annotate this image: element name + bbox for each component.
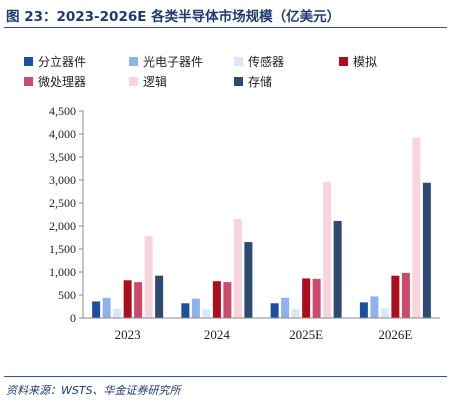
title-divider	[4, 27, 447, 28]
legend-swatch-5	[129, 77, 138, 86]
legend-label-6: 存储	[248, 75, 273, 89]
bar-2-3	[302, 278, 311, 318]
axes-layer: 0 500 1,000 1,500 2,000 2,500 3,000 3,500 4,000 4…	[49, 104, 440, 342]
legend-label-4: 微处理器	[38, 75, 87, 89]
x-tick-label-0: 2023	[115, 327, 141, 342]
bar-3-0	[359, 302, 368, 318]
legend-swatch-6	[234, 77, 243, 86]
bar-2-0	[270, 303, 279, 318]
y-tick-label-7: 3,500	[49, 150, 76, 164]
bar-2-4	[312, 278, 321, 318]
bar-0-4	[134, 282, 143, 318]
legend-swatch-3	[339, 57, 348, 66]
bar-1-1	[191, 298, 200, 318]
y-tick-label-3: 1,500	[49, 242, 76, 256]
chart-title: 图 23：2023-2026E 各类半导体市场规模（亿美元）	[6, 9, 341, 25]
bar-1-6	[244, 242, 253, 318]
x-tick-label-1: 2024	[204, 327, 231, 342]
bar-2-2	[291, 308, 300, 318]
y-tick-label-4: 2,000	[49, 219, 76, 233]
bar-0-5	[144, 236, 153, 318]
legend-label-5: 逻辑	[143, 75, 168, 89]
legend-swatch-4	[24, 77, 33, 86]
bar-2-1	[281, 297, 290, 318]
bar-3-1	[370, 296, 379, 318]
bar-1-4	[223, 282, 232, 318]
y-tick-label-6: 3,000	[49, 173, 76, 187]
bar-0-6	[155, 275, 164, 318]
bar-0-2	[113, 308, 122, 318]
source-note: 资料来源：WSTS、华金证券研究所	[6, 384, 181, 397]
bar-2-6	[333, 220, 342, 318]
x-tick-label-3: 2026E	[378, 327, 412, 342]
bars-layer	[92, 137, 431, 318]
bar-0-0	[92, 301, 101, 318]
bar-3-4	[401, 272, 410, 318]
legend-label-2: 传感器	[248, 55, 285, 69]
footer-divider	[4, 376, 447, 377]
bar-2-5	[323, 181, 332, 318]
legend-label-0: 分立器件	[38, 55, 87, 69]
bar-1-5	[233, 219, 242, 318]
y-tick-label-8: 4,000	[49, 127, 76, 141]
legend-label-1: 光电子器件	[143, 55, 204, 69]
legend-swatch-1	[129, 57, 138, 66]
bar-3-2	[380, 308, 389, 318]
bar-0-1	[102, 297, 111, 318]
y-tick-label-5: 2,500	[49, 196, 76, 210]
y-tick-label-0: 0	[70, 311, 76, 325]
legend-label-3: 模拟	[353, 55, 378, 69]
legend-swatch-2	[234, 57, 243, 66]
bar-1-0	[181, 303, 190, 318]
bar-3-5	[412, 137, 421, 318]
bar-1-2	[202, 309, 211, 318]
bar-0-3	[123, 280, 132, 318]
y-tick-label-9: 4,500	[49, 104, 76, 118]
y-tick-label-1: 500	[58, 288, 76, 302]
legend-swatch-0	[24, 57, 33, 66]
bar-1-3	[212, 281, 221, 318]
y-tick-label-2: 1,000	[49, 265, 76, 279]
x-tick-label-2: 2025E	[289, 327, 323, 342]
bar-3-6	[422, 182, 431, 318]
bar-3-3	[391, 275, 400, 318]
